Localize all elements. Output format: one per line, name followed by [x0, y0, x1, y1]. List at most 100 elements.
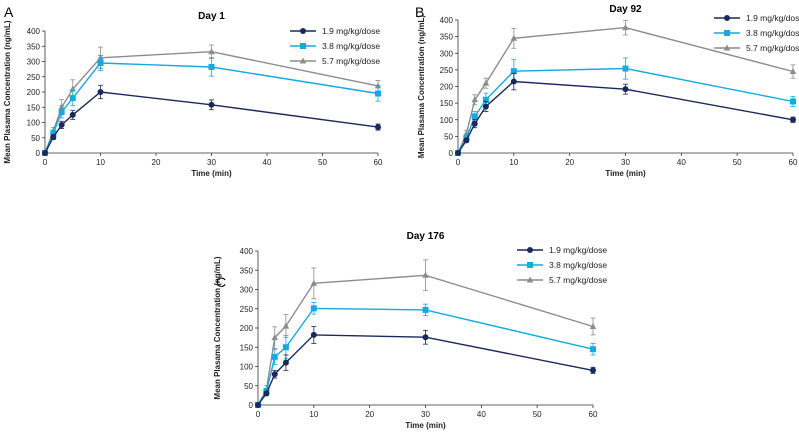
data-point — [42, 150, 48, 156]
y-tick-label: 250 — [440, 66, 454, 75]
legend: 1.9 mg/kg/dose 3.8 mg/kg/dose 5.7 mg/kg/do… — [714, 13, 799, 53]
legend-marker — [526, 276, 534, 283]
data-point — [263, 390, 270, 397]
chart-title: Day 1 — [198, 11, 225, 22]
data-point — [789, 68, 797, 75]
legend-marker — [300, 43, 306, 49]
x-tick-label: 50 — [733, 158, 742, 167]
data-point — [422, 306, 429, 313]
series-mid — [255, 302, 596, 408]
y-tick-label: 350 — [440, 33, 454, 42]
data-point — [375, 124, 381, 131]
series-line — [257, 334, 594, 406]
y-tick-label: 50 — [444, 132, 453, 141]
x-tick-label: 30 — [421, 410, 430, 419]
data-point — [790, 116, 796, 123]
data-point — [510, 78, 517, 85]
data-point — [208, 101, 215, 108]
y-tick-label: 250 — [27, 73, 41, 82]
legend-label: 5.7 mg/kg/dose — [549, 275, 607, 285]
legend-label: 3.8 mg/kg/dose — [549, 260, 607, 270]
x-tick-label: 40 — [263, 158, 272, 167]
x-tick-label: 0 — [256, 410, 261, 419]
data-point — [255, 402, 261, 408]
legend-label: 3.8 mg/kg/dose — [746, 28, 799, 38]
panel-label: C — [216, 274, 226, 290]
data-point — [622, 24, 629, 31]
data-point — [374, 82, 382, 89]
y-tick-label: 200 — [27, 88, 41, 97]
data-point — [790, 98, 796, 105]
x-tick-label: 20 — [152, 158, 161, 167]
x-tick-label: 50 — [533, 410, 542, 419]
data-point — [58, 108, 65, 115]
data-point — [471, 96, 479, 103]
chart-panel-b: B Day 92 0 50 100 150 200 250 300 350 400 0 10 20 30 40… — [415, 4, 799, 178]
y-tick-label: 0 — [36, 149, 41, 158]
data-point — [471, 113, 478, 120]
data-point — [310, 305, 317, 312]
x-tick-label: 40 — [477, 410, 486, 419]
data-point — [463, 137, 470, 144]
series-high — [454, 19, 797, 156]
y-tick-label: 100 — [440, 116, 454, 125]
data-point — [282, 322, 290, 329]
x-tick-label: 20 — [365, 410, 374, 419]
data-point — [471, 120, 478, 127]
chart-panel-a: A Day 1 0 50 100 150 200 250 300 350 400 0 10 20 30 40 5… — [3, 4, 383, 178]
legend: 1.9 mg/kg/dose 3.8 mg/kg/dose 5.7 mg/kg/do… — [290, 26, 380, 66]
data-point — [422, 271, 429, 278]
x-tick-label: 60 — [789, 158, 798, 167]
x-tick-label: 0 — [456, 158, 461, 167]
y-tick-label: 150 — [27, 103, 41, 112]
legend-marker — [724, 15, 730, 21]
series-low — [42, 84, 381, 156]
series-low — [255, 326, 596, 408]
y-tick-label: 200 — [240, 324, 254, 333]
legend-label: 1.9 mg/kg/dose — [549, 245, 607, 255]
data-point — [510, 34, 518, 41]
x-tick-label: 60 — [374, 158, 383, 167]
data-point — [282, 359, 289, 366]
y-tick-label: 0 — [249, 401, 254, 410]
data-point — [271, 371, 278, 378]
y-tick-label: 350 — [240, 266, 254, 275]
x-axis-label: Time (min) — [191, 169, 232, 178]
y-tick-label: 100 — [240, 363, 254, 372]
data-point — [271, 334, 279, 341]
series-mid — [455, 57, 796, 156]
data-point — [69, 95, 76, 102]
x-tick-label: 30 — [621, 158, 630, 167]
y-tick-label: 300 — [440, 49, 454, 58]
data-point — [97, 89, 104, 95]
y-tick-label: 300 — [27, 58, 41, 67]
y-axis-label: Mean Plasama Concentration (ng/mL) — [417, 15, 426, 158]
legend-label: 3.8 mg/kg/dose — [322, 41, 380, 51]
y-tick-label: 0 — [449, 149, 454, 158]
data-point — [622, 86, 629, 93]
y-tick-label: 400 — [240, 247, 254, 256]
x-tick-label: 0 — [43, 158, 48, 167]
data-point — [282, 344, 289, 351]
legend-marker — [723, 44, 731, 51]
x-tick-label: 40 — [677, 158, 686, 167]
data-point — [482, 103, 489, 110]
data-point — [50, 130, 57, 137]
y-tick-label: 200 — [440, 83, 454, 92]
x-tick-label: 10 — [96, 158, 105, 167]
legend-label: 1.9 mg/kg/dose — [322, 26, 380, 36]
chart-title: Day 176 — [407, 231, 445, 242]
y-tick-label: 150 — [440, 99, 454, 108]
legend-marker — [299, 57, 307, 64]
data-point — [375, 90, 381, 97]
data-point — [422, 334, 429, 341]
x-tick-label: 60 — [589, 410, 598, 419]
x-tick-label: 10 — [509, 158, 518, 167]
x-tick-label: 50 — [318, 158, 327, 167]
y-axis-label: Mean Plasama Concentration (ng/mL) — [213, 256, 222, 399]
x-axis-label: Time (min) — [605, 169, 646, 178]
data-point — [590, 367, 596, 374]
x-tick-label: 20 — [565, 158, 574, 167]
legend-marker — [527, 262, 533, 268]
